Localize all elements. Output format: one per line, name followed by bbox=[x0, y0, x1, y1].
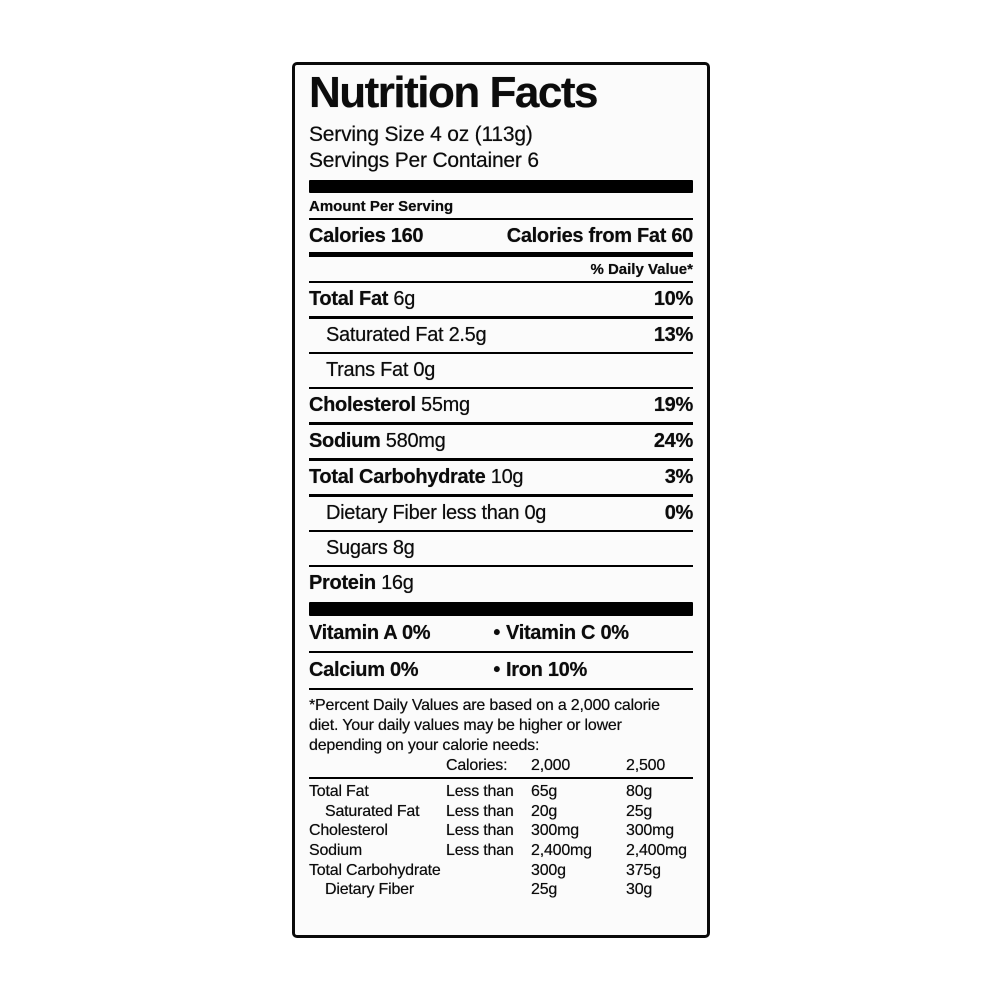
footer-qualifier: Less than bbox=[446, 802, 514, 820]
footer-v2000: 20g bbox=[531, 802, 558, 820]
vitamin-row-calcium-iron: Calcium 0% • Iron 10% bbox=[309, 653, 693, 690]
calories-value: Calories 160 bbox=[309, 224, 424, 247]
footer-qualifier: Less than bbox=[446, 822, 514, 840]
separator-bar bbox=[309, 179, 693, 193]
footer-qualifier bbox=[446, 861, 531, 881]
footnote: *Percent Daily Values are based on a 2,0… bbox=[309, 696, 660, 754]
footer-col-2500: 2,500 bbox=[626, 756, 666, 774]
footer-row-sodium: Sodium Less than 2,400mg 2,400mg bbox=[309, 841, 693, 861]
nutrition-facts-label: Nutrition Facts Serving Size 4 oz (113g)… bbox=[292, 62, 710, 938]
nutrient-row-saturated-fat: Saturated Fat 2.5g 13% bbox=[309, 319, 693, 354]
nutrient-amount: 580mg bbox=[385, 429, 446, 452]
footer-v2500: 2,400mg bbox=[626, 842, 687, 859]
nutrient-name: Total Carbohydrate bbox=[309, 465, 486, 488]
nutrient-row-dietary-fiber: Dietary Fiber less than 0g 0% bbox=[309, 497, 693, 532]
nutrient-row-sodium: Sodium 580mg 24% bbox=[309, 425, 693, 461]
daily-value-header: % Daily Value* bbox=[309, 257, 693, 283]
nutrient-name: Sodium bbox=[309, 429, 381, 452]
vitamin-row-a-c: Vitamin A 0% • Vitamin C 0% bbox=[309, 616, 693, 653]
servings-per-container: Servings Per Container 6 bbox=[309, 148, 539, 172]
nutrient-dv: 10% bbox=[653, 287, 693, 310]
iron: Iron 10% bbox=[506, 658, 587, 681]
nutrient-row-trans-fat: Trans Fat 0g bbox=[309, 354, 693, 389]
nutrient-amount: 0g bbox=[413, 358, 436, 381]
footer-name: Sodium bbox=[309, 842, 363, 859]
nutrient-dv: 24% bbox=[653, 429, 693, 452]
footer-row-cholesterol: Cholesterol Less than 300mg 300mg bbox=[309, 821, 693, 841]
nutrient-name: Total Fat bbox=[309, 287, 389, 310]
footer-v2500: 300mg bbox=[626, 822, 674, 840]
footer-v2500: 30g bbox=[626, 881, 653, 899]
footer-v2000: 300g bbox=[531, 861, 566, 879]
vitamin-c: Vitamin C 0% bbox=[506, 621, 629, 644]
footer-header-row: Calories: 2,000 2,500 bbox=[309, 756, 693, 780]
amount-per-serving: Amount Per Serving bbox=[309, 193, 693, 220]
label-title: Nutrition Facts bbox=[309, 68, 598, 117]
bullet-icon: • bbox=[493, 658, 501, 681]
footer-qualifier: Less than bbox=[446, 783, 514, 801]
footer-v2000: 65g bbox=[531, 783, 558, 801]
footer-name: Saturated Fat bbox=[325, 802, 420, 820]
footer-calories-label: Calories: bbox=[446, 756, 508, 774]
footer-v2000: 2,400mg bbox=[531, 842, 592, 859]
footer-qualifier bbox=[446, 880, 531, 900]
nutrient-amount: less than 0g bbox=[441, 501, 547, 524]
footer-qualifier: Less than bbox=[446, 842, 514, 859]
nutrient-dv: 0% bbox=[664, 501, 694, 524]
nutrient-amount: 2.5g bbox=[448, 323, 487, 346]
nutrient-amount: 6g bbox=[393, 287, 416, 310]
nutrient-amount: 8g bbox=[392, 536, 415, 559]
nutrient-name: Trans Fat bbox=[326, 358, 409, 381]
footer-v2000: 300mg bbox=[531, 822, 579, 840]
separator-bar bbox=[309, 601, 693, 616]
nutrient-row-total-fat: Total Fat 6g 10% bbox=[309, 283, 693, 319]
nutrient-name: Saturated Fat bbox=[326, 323, 444, 346]
footer-v2000: 25g bbox=[531, 881, 558, 899]
footer-name: Total Fat bbox=[309, 783, 369, 801]
footer-row-dietary-fiber: Dietary Fiber 25g 30g bbox=[309, 880, 693, 900]
calories-from-fat: Calories from Fat 60 bbox=[506, 224, 694, 247]
footer-v2500: 25g bbox=[626, 802, 653, 820]
nutrient-row-sugars: Sugars 8g bbox=[309, 532, 693, 567]
serving-size: Serving Size 4 oz (113g) bbox=[309, 122, 533, 146]
footer-name: Total Carbohydrate bbox=[309, 861, 441, 879]
calories-row: Calories 160 Calories from Fat 60 bbox=[309, 220, 693, 257]
bullet-icon: • bbox=[493, 621, 501, 644]
nutrient-name: Protein bbox=[309, 571, 376, 594]
footer-row-total-fat: Total Fat Less than 65g 80g bbox=[309, 779, 693, 802]
footer-v2500: 375g bbox=[626, 861, 661, 879]
nutrient-name: Sugars bbox=[326, 536, 388, 559]
nutrient-dv: 13% bbox=[653, 323, 693, 346]
vitamin-a: Vitamin A 0% bbox=[309, 621, 431, 644]
footer-col-2000: 2,000 bbox=[531, 756, 571, 774]
nutrient-row-total-carbohydrate: Total Carbohydrate 10g 3% bbox=[309, 461, 693, 497]
nutrient-name: Dietary Fiber bbox=[326, 501, 437, 524]
footer-row-total-carbohydrate: Total Carbohydrate 300g 375g bbox=[309, 861, 693, 881]
nutrient-dv: 19% bbox=[653, 393, 693, 416]
footer-row-saturated-fat: Saturated Fat Less than 20g 25g bbox=[309, 802, 693, 822]
nutrient-row-protein: Protein 16g bbox=[309, 567, 693, 600]
nutrient-amount: 10g bbox=[490, 465, 524, 488]
footer-name: Dietary Fiber bbox=[325, 881, 414, 899]
nutrient-dv: 3% bbox=[664, 465, 694, 488]
nutrient-row-cholesterol: Cholesterol 55mg 19% bbox=[309, 389, 693, 425]
footer-name: Cholesterol bbox=[309, 822, 388, 840]
footer-v2500: 80g bbox=[626, 783, 653, 801]
nutrient-amount: 55mg bbox=[421, 393, 470, 416]
calcium: Calcium 0% bbox=[309, 658, 419, 681]
nutrient-amount: 16g bbox=[381, 571, 414, 594]
nutrient-name: Cholesterol bbox=[309, 393, 416, 416]
